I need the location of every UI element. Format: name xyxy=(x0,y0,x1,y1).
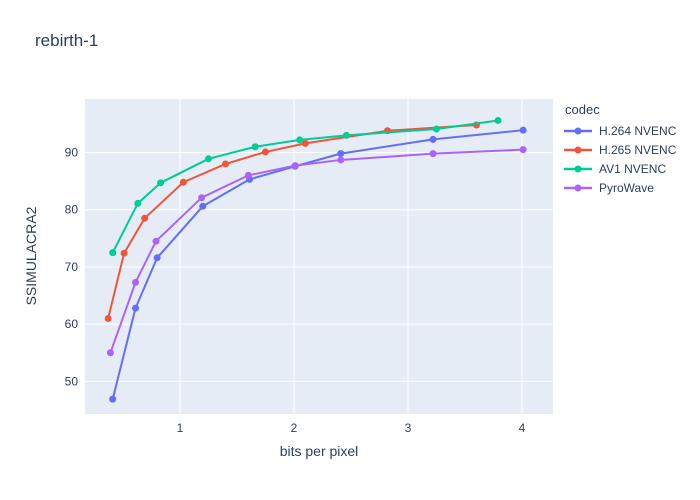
data-point xyxy=(432,125,440,133)
legend-swatch-icon xyxy=(564,127,592,134)
data-point xyxy=(141,214,149,222)
data-point xyxy=(261,148,269,156)
data-point xyxy=(244,171,252,179)
y-tick-label: 50 xyxy=(65,374,79,388)
data-point xyxy=(429,135,437,143)
data-point xyxy=(204,155,212,163)
data-point xyxy=(109,249,117,257)
x-tick-label: 4 xyxy=(519,421,526,435)
legend-item-label: AV1 NVENC xyxy=(599,161,667,176)
legend-item-pyrowave[interactable]: PyroWave xyxy=(563,178,676,197)
data-point xyxy=(132,278,140,286)
data-point xyxy=(106,349,114,357)
data-point xyxy=(301,139,309,147)
data-point xyxy=(179,178,187,186)
y-tick-label: 90 xyxy=(65,146,79,160)
legend-item-label: PyroWave xyxy=(599,180,654,195)
data-point xyxy=(120,249,128,257)
data-point xyxy=(342,131,350,139)
legend-item-label: H.264 NVENC xyxy=(599,123,677,138)
x-tick-label: 2 xyxy=(291,421,298,435)
data-point xyxy=(429,150,437,158)
series-pyrowave xyxy=(106,146,527,357)
data-point xyxy=(199,202,207,210)
y-tick-label: 80 xyxy=(65,203,79,217)
x-tick-label: 3 xyxy=(405,421,412,435)
data-point xyxy=(132,304,140,312)
legend-swatch-icon xyxy=(564,184,592,191)
legend-title: codec xyxy=(565,102,600,117)
series-av1-nvenc xyxy=(109,116,502,257)
data-point xyxy=(519,126,527,134)
data-point xyxy=(296,136,304,144)
data-point xyxy=(337,156,345,164)
data-point xyxy=(152,237,160,245)
data-point xyxy=(109,395,117,403)
y-axis-title: SSIMULACRA2 xyxy=(23,206,39,306)
legend-item-av1-nvenc[interactable]: AV1 NVENC xyxy=(563,159,676,178)
data-point xyxy=(291,162,299,170)
legend-swatch-icon xyxy=(564,165,592,172)
y-tick-label: 70 xyxy=(65,260,79,274)
data-point xyxy=(157,179,165,187)
data-point xyxy=(519,146,527,154)
data-point xyxy=(134,199,142,207)
legend-swatch-icon xyxy=(564,146,592,153)
y-tick-label: 60 xyxy=(65,317,79,331)
legend-item-h-264-nvenc[interactable]: H.264 NVENC xyxy=(563,121,676,140)
data-point xyxy=(222,160,230,168)
x-tick-label: 1 xyxy=(177,421,184,435)
legend-item-h-265-nvenc[interactable]: H.265 NVENC xyxy=(563,140,676,159)
x-axis-title: bits per pixel xyxy=(279,443,359,459)
data-point xyxy=(251,143,259,151)
chart-title: rebirth-1 xyxy=(35,31,99,50)
data-point xyxy=(153,254,161,262)
legend: codec H.264 NVENC H.265 NVENC AV1 NVENC Pyr… xyxy=(563,102,676,197)
data-point xyxy=(337,150,345,158)
data-point xyxy=(104,314,112,322)
data-point xyxy=(494,116,502,124)
data-point xyxy=(198,194,206,202)
legend-items: H.264 NVENC H.265 NVENC AV1 NVENC PyroWave xyxy=(563,121,676,197)
legend-item-label: H.265 NVENC xyxy=(599,142,677,157)
